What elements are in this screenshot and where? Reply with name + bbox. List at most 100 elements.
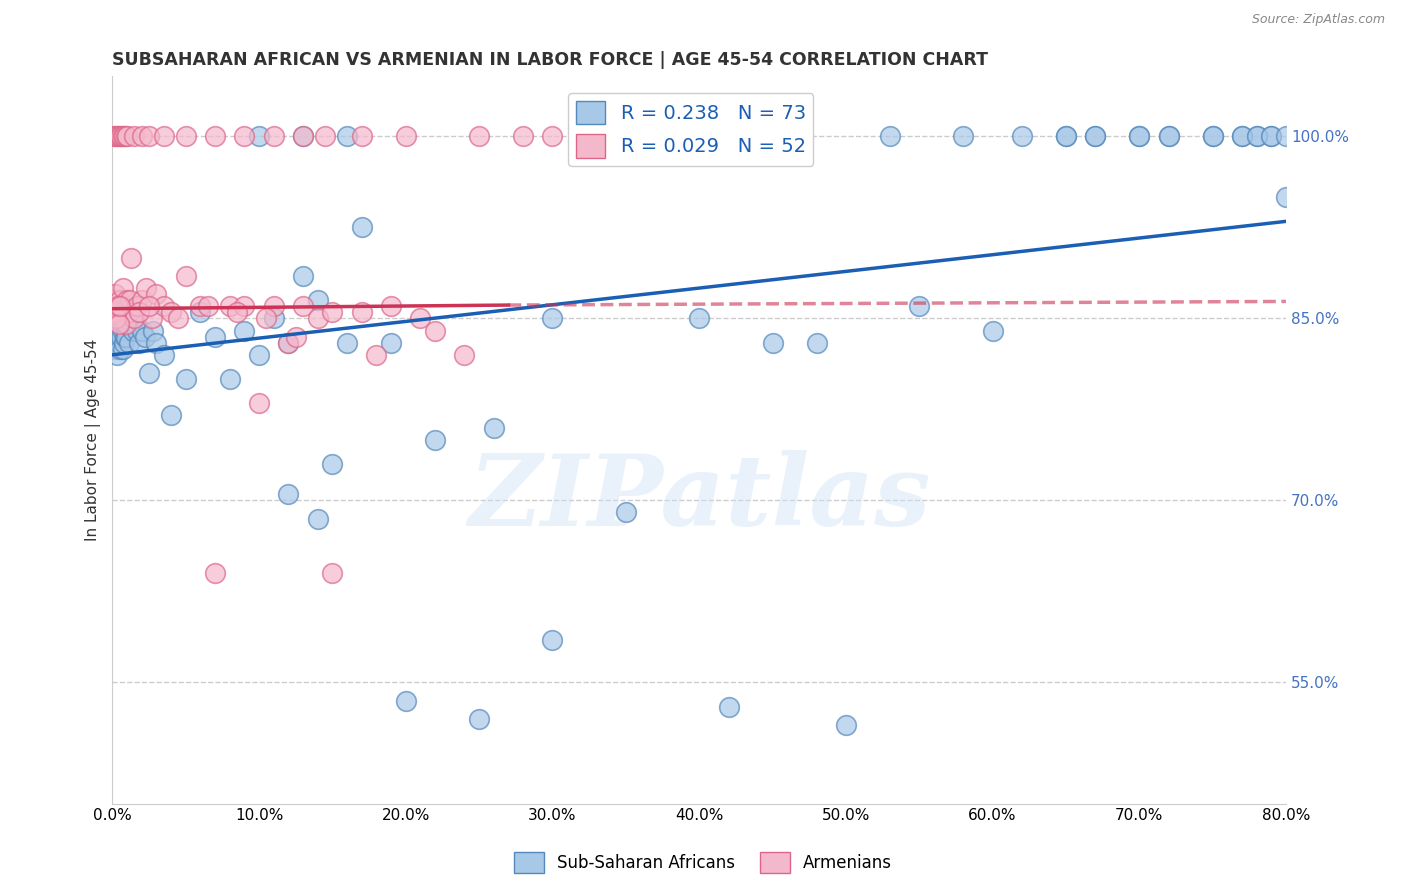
Point: [134, 329, 156, 343]
Point: [1275, 190, 1298, 204]
Point: [117, 335, 139, 350]
Point: [204, 129, 226, 144]
Point: [733, 129, 755, 144]
Point: [688, 129, 710, 144]
Point: [128, 305, 150, 319]
Point: [409, 311, 432, 326]
Point: [122, 324, 145, 338]
Point: [104, 342, 127, 356]
Point: [263, 129, 285, 144]
Point: [114, 318, 136, 332]
Point: [908, 299, 931, 313]
Point: [380, 335, 402, 350]
Point: [395, 693, 418, 707]
Point: [110, 329, 132, 343]
Point: [103, 335, 125, 350]
Point: [482, 420, 505, 434]
Point: [118, 305, 141, 319]
Point: [128, 335, 150, 350]
Point: [110, 305, 132, 319]
Point: [1260, 129, 1282, 144]
Point: [292, 129, 315, 144]
Point: [145, 335, 167, 350]
Point: [247, 129, 270, 144]
Point: [1230, 129, 1253, 144]
Point: [105, 311, 128, 326]
Point: [115, 318, 138, 332]
Point: [453, 348, 475, 362]
Point: [135, 281, 157, 295]
Point: [110, 129, 132, 144]
Point: [141, 311, 163, 326]
Point: [1157, 129, 1180, 144]
Point: [112, 335, 135, 350]
Point: [190, 305, 212, 319]
Point: [104, 324, 127, 338]
Point: [110, 324, 132, 338]
Point: [108, 342, 131, 356]
Point: [104, 287, 127, 301]
Point: [1275, 129, 1298, 144]
Point: [131, 324, 153, 338]
Point: [1157, 129, 1180, 144]
Point: [114, 129, 136, 144]
Point: [307, 311, 329, 326]
Point: [107, 305, 129, 319]
Point: [423, 324, 446, 338]
Point: [115, 129, 138, 144]
Point: [131, 293, 153, 308]
Point: [204, 566, 226, 581]
Point: [174, 129, 197, 144]
Point: [160, 305, 183, 319]
Point: [107, 129, 129, 144]
Point: [124, 311, 146, 326]
Point: [103, 129, 125, 144]
Point: [336, 129, 359, 144]
Point: [1201, 129, 1223, 144]
Point: [138, 299, 160, 313]
Point: [256, 311, 278, 326]
Point: [233, 299, 256, 313]
Point: [125, 318, 148, 332]
Point: [717, 129, 740, 144]
Point: [174, 372, 197, 386]
Point: [336, 335, 359, 350]
Point: [292, 129, 315, 144]
Point: [395, 129, 418, 144]
Point: [321, 457, 343, 471]
Point: [124, 129, 146, 144]
Point: [614, 129, 637, 144]
Legend: R = 0.238   N = 73, R = 0.029   N = 52: R = 0.238 N = 73, R = 0.029 N = 52: [568, 93, 814, 166]
Point: [138, 129, 160, 144]
Point: [1054, 129, 1077, 144]
Point: [108, 335, 131, 350]
Point: [117, 305, 139, 319]
Point: [468, 129, 491, 144]
Point: [174, 268, 197, 283]
Point: [1246, 129, 1268, 144]
Point: [1011, 129, 1033, 144]
Point: [541, 632, 564, 647]
Point: [167, 311, 190, 326]
Point: [380, 299, 402, 313]
Point: [121, 251, 143, 265]
Point: [952, 129, 974, 144]
Point: [115, 329, 138, 343]
Point: [108, 293, 131, 308]
Point: [263, 299, 285, 313]
Point: [247, 396, 270, 410]
Point: [314, 129, 336, 144]
Point: [104, 129, 127, 144]
Point: [321, 566, 343, 581]
Point: [350, 220, 373, 235]
Point: [115, 293, 138, 308]
Point: [658, 129, 681, 144]
Point: [152, 299, 174, 313]
Point: [233, 324, 256, 338]
Point: [1260, 129, 1282, 144]
Point: [366, 348, 388, 362]
Text: Source: ZipAtlas.com: Source: ZipAtlas.com: [1251, 13, 1385, 27]
Point: [981, 324, 1004, 338]
Point: [107, 335, 129, 350]
Point: [614, 506, 637, 520]
